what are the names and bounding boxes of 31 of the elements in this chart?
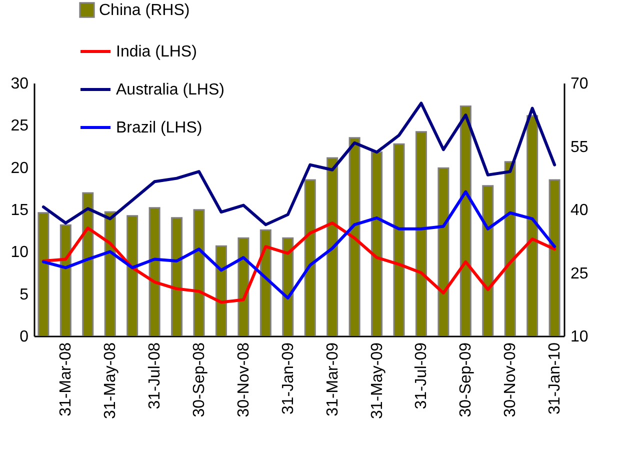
x-tick-label: 31-Mar-08	[58, 342, 75, 416]
y2-tick-label: 25	[570, 265, 588, 282]
x-tick-label: 31-May-09	[368, 342, 386, 419]
x-tick-label: 30-Sep-08	[191, 342, 208, 418]
legend-label: India (LHS)	[116, 44, 197, 60]
y2-tick-label: 40	[570, 202, 588, 219]
legend-label: China (RHS)	[99, 2, 190, 19]
legend-label: Australia (LHS)	[116, 82, 224, 98]
x-tick-label: 30-Nov-09	[502, 342, 520, 418]
y-tick-label: 15	[10, 202, 29, 219]
x-tick-label: 31-Jan-10	[546, 342, 564, 415]
x-tick-label: 31-Mar-09	[324, 342, 342, 416]
y-tick-label: 0	[20, 328, 29, 346]
y2-tick-label: 55	[570, 138, 588, 156]
x-tick-label: 31-Jul-08	[146, 342, 164, 410]
x-tick-label: 30-Nov-08	[235, 342, 252, 418]
line-series	[42, 102, 556, 226]
line-series	[42, 221, 556, 304]
y2-tick-label: 10	[570, 328, 588, 346]
y-tick-label: 10	[10, 244, 29, 262]
x-tick-label: 31-Jan-09	[280, 342, 297, 415]
y-tick-label: 30	[10, 76, 29, 92]
legend-label: Brazil (LHS)	[116, 120, 202, 136]
x-tick-label: 30-Sep-09	[458, 342, 475, 418]
line-series	[42, 190, 556, 300]
y2-tick-label: 70	[570, 76, 588, 92]
y-tick-label: 5	[20, 286, 29, 304]
x-tick-label: 31-Jul-09	[413, 342, 430, 410]
y-tick-label: 25	[10, 118, 29, 135]
x-tick-label: 31-May-08	[102, 342, 120, 419]
y-tick-label: 20	[10, 160, 29, 177]
